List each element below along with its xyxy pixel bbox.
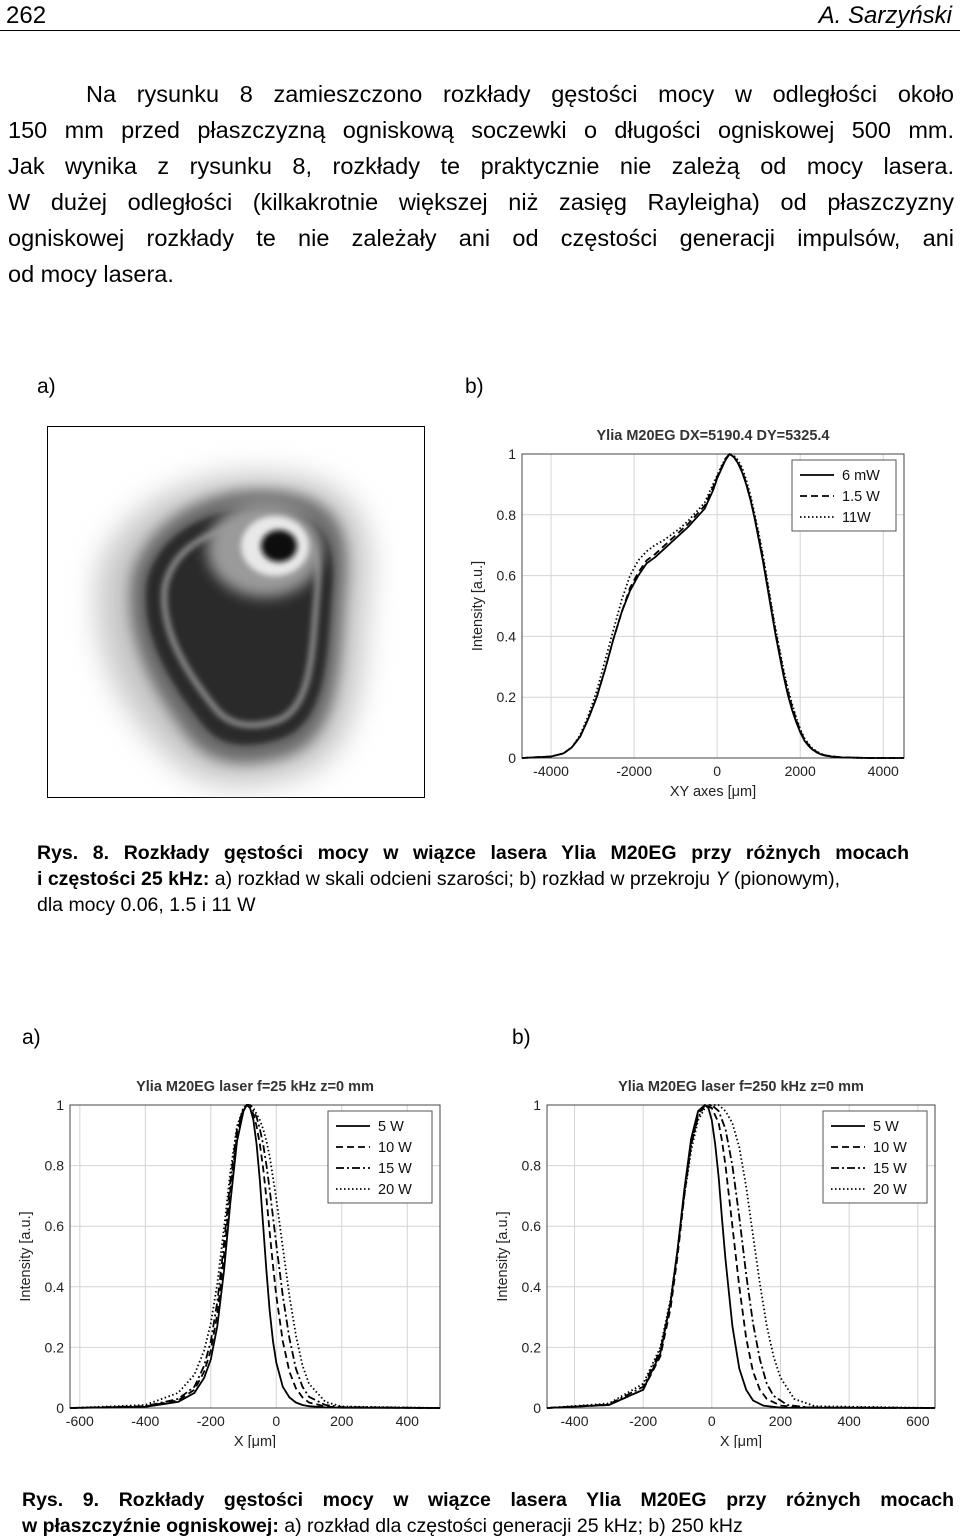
page-number: 262	[6, 2, 47, 29]
fig9-caption-line2: w płaszczyźnie ogniskowej: a) rozkład dl…	[22, 1513, 954, 1539]
x-tick-label: -4000	[533, 763, 569, 779]
x-tick-label: -2000	[616, 763, 652, 779]
legend-label: 20 W	[873, 1182, 907, 1198]
fig8-caption-line2-bold: i częstości 25 kHz:	[37, 868, 210, 890]
legend-label: 6 mW	[842, 468, 880, 484]
x-axis-label: XY axes [μm]	[670, 784, 756, 800]
fig9-caption-line1: Rys. 9. Rozkłady gęstości mocy w wiązce …	[22, 1489, 954, 1511]
series-line	[69, 1104, 441, 1409]
x-tick-label: 4000	[868, 763, 899, 779]
fig9b-line-chart: -400 -200 0 200 400 600 0 0.2 0.4 0.6 0.8 1 Ylia M20…	[495, 1079, 936, 1448]
y-tick-label: 0	[56, 1400, 64, 1416]
series-line	[69, 1104, 441, 1409]
fig8b-line-chart: -4000 -2000 0 2000 4000 0 0.2 0.4 0.6 0.8 1 Ylia M2…	[470, 428, 905, 800]
legend-label: 11W	[842, 510, 871, 526]
y-tick-label: 0.4	[522, 1279, 542, 1295]
x-tick-label: 0	[708, 1413, 716, 1429]
legend-label: 10 W	[378, 1140, 412, 1156]
page-header: 262 A. Sarzyński	[0, 0, 960, 31]
x-tick-label: -600	[66, 1413, 94, 1429]
x-tick-label: 400	[837, 1413, 861, 1429]
y-tick-label: 1	[533, 1097, 541, 1113]
fig8-caption-line2: i częstości 25 kHz: a) rozkład w skali o…	[37, 866, 909, 892]
fig8-caption: Rys. 8. Rozkłady gęstości mocy w wiązce …	[37, 840, 909, 918]
x-tick-label: -200	[197, 1413, 225, 1429]
chart-title: Ylia M20EG laser f=250 kHz z=0 mm	[618, 1079, 864, 1095]
paragraph-line: W dużej odległości (kilkakrotnie większe…	[8, 189, 954, 215]
paragraph-line: Jak wynika z rysunku 8, rozkłady te prak…	[8, 153, 954, 179]
plot-frame	[69, 1104, 441, 1409]
y-tick-label: 0.8	[522, 1158, 542, 1174]
y-tick-label: 0.6	[45, 1218, 65, 1234]
series-line	[521, 453, 904, 759]
y-tick-label: 0.2	[522, 1339, 542, 1355]
legend-label: 1.5 W	[842, 489, 880, 505]
legend-label: 15 W	[378, 1161, 412, 1177]
legend-label: 5 W	[378, 1119, 404, 1135]
fig9-label-b: b)	[512, 1026, 531, 1049]
y-tick-label: 0.8	[45, 1158, 65, 1174]
x-tick-label: 200	[330, 1413, 354, 1429]
beam-profile	[96, 472, 371, 786]
legend-label: 10 W	[873, 1140, 907, 1156]
series-line	[546, 1104, 936, 1409]
x-tick-label: -400	[131, 1413, 159, 1429]
x-tick-label: 2000	[785, 763, 816, 779]
fig8a-grayscale-image	[47, 426, 425, 798]
y-tick-label: 1	[56, 1097, 64, 1113]
fig8-caption-line2-italic: Y	[715, 868, 729, 890]
legend-label: 15 W	[873, 1161, 907, 1177]
y-tick-label: 0.8	[497, 507, 517, 523]
author-name: A. Sarzyński	[818, 2, 952, 29]
fig9a-line-chart: -600 -400 -200 0 200 400 0 0.2 0.4 0.6 0.8 1 Ylia M2…	[18, 1079, 441, 1448]
fig9-label-a: a)	[22, 1026, 41, 1049]
paragraph-line: Na rysunku 8 zamieszczono rozkłady gęsto…	[86, 81, 954, 107]
series-line	[546, 1104, 936, 1409]
plot-frame	[546, 1104, 936, 1409]
x-axis-label: X [μm]	[234, 1434, 276, 1448]
y-tick-label: 0.4	[497, 628, 517, 644]
x-tick-label: 600	[906, 1413, 930, 1429]
fig8-caption-line1: Rys. 8. Rozkłady gęstości mocy w wiązce …	[37, 842, 909, 864]
y-tick-label: 0	[533, 1400, 541, 1416]
y-axis-label: Intensity [a.u.]	[495, 1211, 511, 1301]
x-tick-label: 200	[769, 1413, 793, 1429]
legend-box	[791, 459, 897, 532]
fig8-caption-line2-text: a) rozkład w skali odcieni szarości; b) …	[209, 868, 716, 890]
series-line	[69, 1104, 441, 1409]
body-paragraph: Na rysunku 8 zamieszczono rozkłady gęsto…	[8, 76, 954, 292]
y-tick-label: 1	[508, 446, 516, 462]
y-axis-label: Intensity [a.u.]	[18, 1211, 34, 1301]
fig9-caption-line2-bold: w płaszczyźnie ogniskowej:	[22, 1515, 279, 1537]
legend-label: 20 W	[378, 1182, 412, 1198]
fig8-caption-line2-text2: (pionowym),	[728, 868, 841, 890]
y-tick-label: 0.4	[45, 1279, 65, 1295]
x-tick-label: -200	[629, 1413, 657, 1429]
paragraph-line: ogniskowej rozkłady te nie zależały ani …	[8, 225, 954, 251]
y-tick-label: 0.2	[45, 1339, 65, 1355]
paragraph-line: 150 mm przed płaszczyzną ogniskową socze…	[8, 117, 954, 143]
y-tick-label: 0	[508, 750, 516, 766]
y-tick-label: 0.6	[497, 568, 517, 584]
fig9-caption: Rys. 9. Rozkłady gęstości mocy w wiązce …	[22, 1487, 954, 1539]
fig8-label-a: a)	[37, 375, 56, 398]
chart-title: Ylia M20EG laser f=25 kHz z=0 mm	[136, 1079, 374, 1095]
x-tick-label: -400	[560, 1413, 588, 1429]
fig9-caption-line2-text: a) rozkład dla częstości generacji 25 kH…	[278, 1515, 743, 1537]
x-tick-label: 0	[272, 1413, 280, 1429]
paragraph-line: od mocy lasera.	[8, 261, 174, 287]
plot-frame	[521, 453, 905, 759]
fig8-caption-line3: dla mocy 0.06, 1.5 i 11 W	[37, 894, 256, 916]
x-tick-label: 0	[713, 763, 721, 779]
x-tick-label: 400	[396, 1413, 420, 1429]
chart-title: Ylia M20EG DX=5190.4 DY=5325.4	[597, 428, 830, 444]
legend-label: 5 W	[873, 1119, 899, 1135]
y-axis-label: Intensity [a.u.]	[470, 561, 486, 651]
series-line	[546, 1104, 936, 1409]
x-axis-label: X [μm]	[720, 1434, 762, 1448]
y-tick-label: 0.2	[497, 689, 517, 705]
fig8-label-b: b)	[465, 375, 484, 398]
y-tick-label: 0.6	[522, 1218, 542, 1234]
